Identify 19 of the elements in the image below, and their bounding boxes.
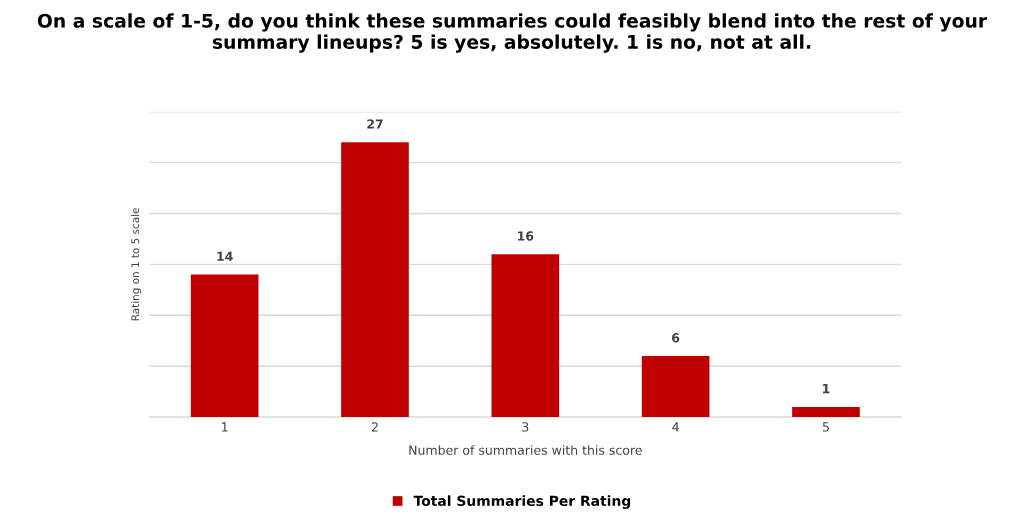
chart-title: On a scale of 1-5, do you think these summaries could feasibly blend into the rest of your summary lineups? 5 is yes, absolutely. 1 is no, not at all. — [37, 13, 988, 53]
x-tick-label: 4 — [672, 422, 679, 432]
bar — [341, 142, 409, 418]
bar — [491, 254, 560, 418]
legend-label: Total Summaries Per Rating — [413, 495, 631, 509]
x-tick-label: 1 — [222, 422, 228, 432]
data-label: 1 — [823, 384, 830, 394]
x-tick-label: 3 — [522, 422, 529, 432]
data-label: 6 — [672, 333, 680, 343]
bar — [792, 406, 860, 418]
y-axis-title: Rating on 1 to 5 scale — [131, 208, 142, 321]
data-label: 27 — [367, 119, 383, 129]
bar — [641, 356, 710, 418]
x-tick-label: 2 — [371, 422, 378, 432]
x-tick-label: 5 — [822, 422, 829, 432]
x-axis-title: Number of summaries with this score — [409, 445, 642, 455]
data-label: 14 — [217, 251, 233, 261]
bar — [190, 274, 259, 418]
data-label: 16 — [518, 231, 534, 241]
